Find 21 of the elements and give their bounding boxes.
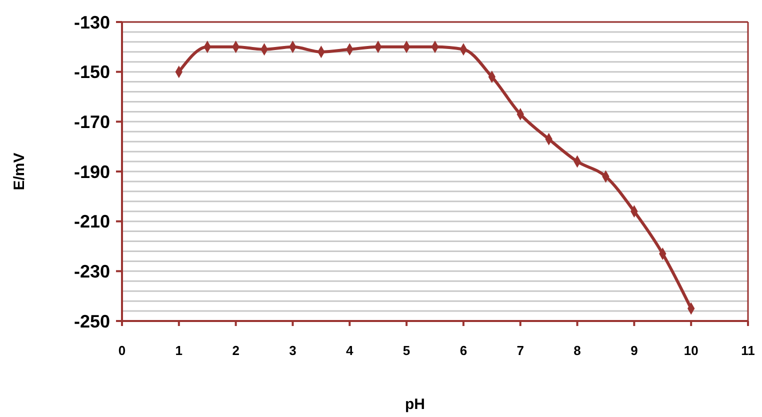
- x-tick-label: 11: [741, 343, 755, 358]
- x-tick-label: 8: [574, 343, 581, 358]
- y-tick-label: -230: [74, 261, 110, 282]
- y-tick-label: -150: [74, 62, 110, 82]
- x-tick-label: 2: [232, 343, 240, 358]
- x-tick-label: 10: [684, 343, 698, 358]
- x-tick-label: 6: [460, 343, 468, 358]
- x-axis-title: pH: [405, 396, 425, 413]
- x-tick-label: 5: [402, 343, 410, 358]
- x-tick-label: 9: [630, 343, 638, 358]
- y-tick-label: -170: [74, 112, 110, 132]
- y-tick-label: -130: [74, 12, 110, 32]
- x-tick-label: 3: [289, 343, 296, 358]
- y-tick-label: -190: [74, 162, 110, 182]
- y-axis-title: E/mV: [11, 152, 28, 190]
- x-tick-label: 1: [175, 343, 183, 358]
- y-tick-label: -250: [74, 311, 110, 332]
- x-tick-label: 0: [118, 343, 126, 358]
- x-tick-label: 7: [516, 343, 524, 358]
- y-tick-label: -210: [74, 212, 110, 232]
- x-tick-label: 4: [346, 343, 354, 358]
